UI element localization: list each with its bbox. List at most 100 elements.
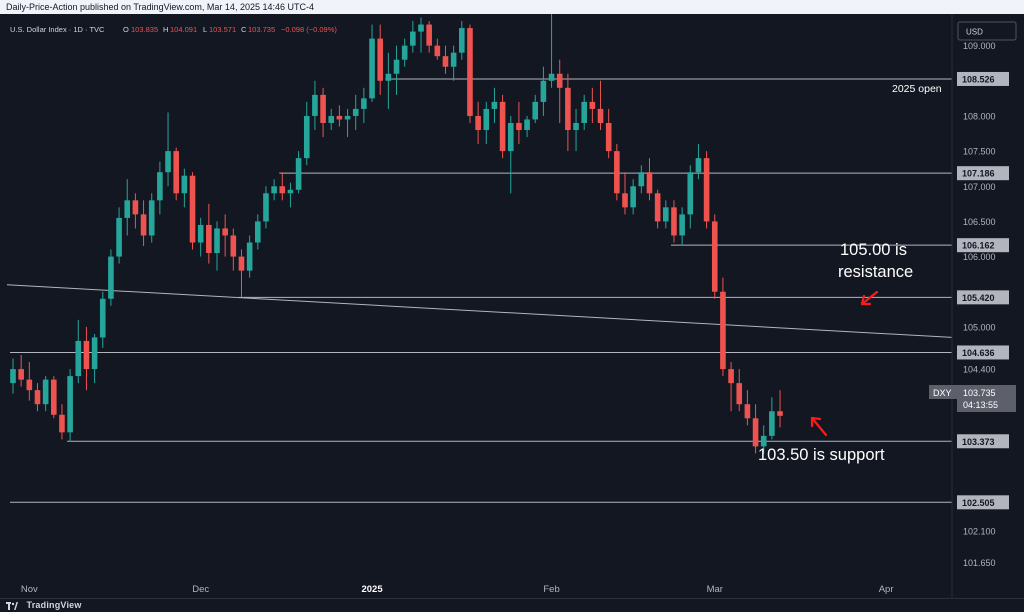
level-price-label: 107.186 [962,169,995,179]
level-price-label: 103.373 [962,437,995,447]
level-price-box [957,290,1009,305]
time-tick-label: Nov [21,584,38,595]
annotation-resistance-line2: resistance [838,263,913,281]
current-price-box [957,385,1016,412]
candle-body [516,122,522,131]
candle-body [695,158,702,173]
candle-body [312,94,318,116]
candle-body [638,172,645,187]
candle-body [410,31,416,46]
level-price-box [957,495,1009,510]
candle-body [663,207,669,222]
candle-body [124,200,131,218]
candle-body [189,175,196,243]
symbol-legend: U.S. Dollar Index · 1D · TVC O 103.835 H… [10,25,337,34]
time-tick-label: Apr [879,584,894,595]
current-price-value: 103.735 [963,388,996,398]
candle-body [165,151,171,173]
candle-body [646,172,653,194]
symbol-tag-box [929,385,957,399]
candle-body [671,207,677,236]
legend-open: 103.835 [131,25,158,34]
legend-close: 103.735 [248,25,275,34]
currency-badge[interactable] [957,21,1017,41]
candle-body [736,383,743,405]
candle-body [752,418,759,447]
candle-body [271,186,277,194]
candle-body [238,256,245,271]
candle-body [777,411,783,416]
price-tick-label: 104.400 [963,365,996,375]
candle-body [361,98,367,109]
candle-body [352,108,359,116]
candle-body [573,122,579,131]
candle-body [711,221,718,292]
legend-low: 103.571 [209,25,236,34]
candle-body [385,73,392,81]
annotation-support: 103.50 is support [758,446,885,464]
candle-body [132,200,139,215]
candle-body [140,214,147,236]
candle-body [377,38,383,81]
time-tick-label: 2025 [361,584,383,595]
level-price-label: 105.420 [962,293,995,303]
candle-body [687,172,694,215]
candle-body [75,340,82,377]
candles [10,10,783,454]
currency-badge-label: USD [966,28,983,37]
price-tick-label: 106.000 [963,252,996,262]
level-price-labels: 108.526 107.186 106.162 105.420 104.636 103.3… [957,71,1009,510]
annotation-resistance-line1: 105.00 is [840,241,907,259]
candle-body [344,115,351,120]
candlestick-chart[interactable]: U.S. Dollar Index · 1D · TVC O 103.835 H… [0,10,1024,598]
candle-body [230,235,237,257]
footer-brand: TradingView [26,600,82,610]
candle-body [83,340,90,370]
candle-body [622,193,628,208]
candle-body [173,151,179,194]
candle-body [295,158,302,190]
bar-countdown: 04:13:55 [963,400,998,410]
candle-body [148,200,155,236]
candle-body [760,435,767,447]
trendline-layer [6,284,953,338]
support-arrow-icon [810,416,828,437]
candle-body [42,379,49,405]
candle-body [320,94,326,123]
candle-body [597,108,604,123]
price-tick-label: 101.650 [963,558,996,568]
chart-frame[interactable]: U.S. Dollar Index · 1D · TVC O 103.835 H… [0,10,1024,598]
candle-body [67,376,73,433]
price-tick-labels: 109.000108.500108.000107.500107.000106.5… [963,41,996,568]
candle-body [222,228,228,236]
horizontal-levels [10,78,952,503]
candle-body [548,73,555,81]
level-price-label: 106.162 [962,241,995,251]
price-tick-label: 102.100 [963,526,996,536]
candle-body [303,115,310,159]
price-tick-label: 107.000 [963,182,996,192]
candle-body [181,175,188,194]
candle-body [450,52,457,67]
candle-body [116,217,122,257]
time-tick-label: Mar [707,584,723,595]
price-axis[interactable]: USD 109.000108.500108.000107.500107.0001… [929,14,1017,598]
time-axis[interactable]: Nov Dec 2025 Feb Mar Apr [21,584,894,595]
candle-body [59,414,65,433]
legend-change: −0.098 (−0.09%) [281,25,337,34]
time-tick-label: Dec [192,584,209,595]
legend-high-label: H [163,25,168,34]
candle-body [426,24,432,46]
legend-symbol: U.S. Dollar Index · 1D · TVC [10,25,105,34]
candle-body [703,158,710,222]
candle-body [336,115,343,120]
candle-body [34,390,41,405]
legend-open-label: O [123,25,129,34]
candle-body [605,122,612,152]
candle-body [614,151,620,194]
candle-body [720,291,726,370]
level-price-box [957,166,1009,181]
publish-header: Daily-Price-Action published on TradingV… [0,0,1024,14]
candle-body [654,193,661,222]
candle-body [99,298,106,338]
